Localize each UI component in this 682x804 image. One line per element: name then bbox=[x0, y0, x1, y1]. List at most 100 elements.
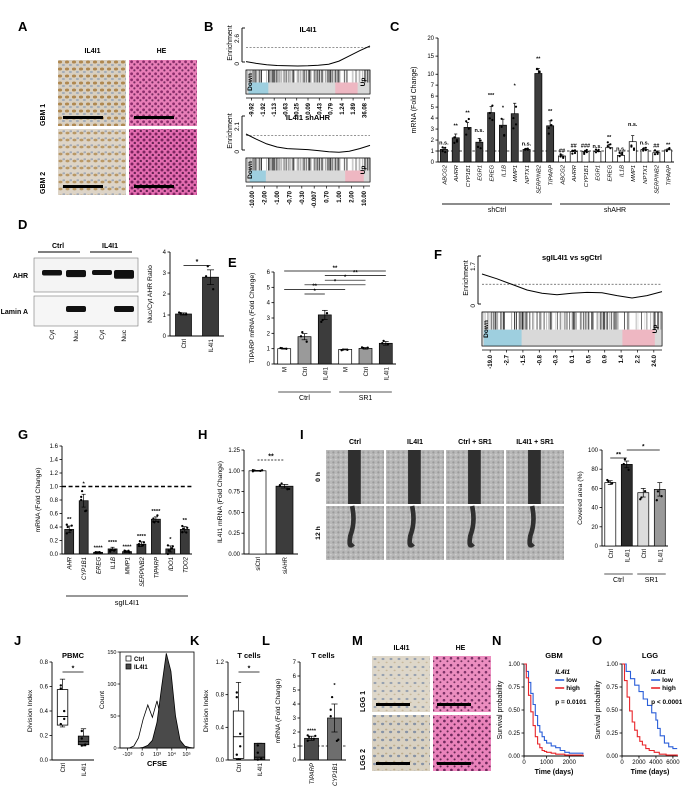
box bbox=[56, 689, 69, 726]
panel-a-label: A bbox=[18, 19, 28, 34]
gsea-tick: -0.3 bbox=[554, 354, 560, 365]
y-tick: 20 bbox=[427, 36, 434, 42]
group-label: shCtrl bbox=[488, 207, 507, 214]
gene-label: TIPARP bbox=[667, 165, 673, 186]
gsea-title: sgIL4I1 vs sgCtrl bbox=[542, 253, 602, 262]
panel-c-chart: 0 1 2 3 4 5 6 7 10 15 20 mRNA (Fold Change) n.s. ABCG… bbox=[398, 26, 678, 216]
data-point bbox=[204, 275, 208, 278]
category-label: M bbox=[344, 367, 350, 372]
gsea-tick: 0.43 bbox=[317, 102, 323, 114]
gsea-tick: 1.24 bbox=[340, 102, 346, 114]
data-point bbox=[609, 143, 612, 146]
y-tick: 0.8 bbox=[216, 693, 225, 699]
y-tick: 0 bbox=[595, 544, 599, 550]
y-tick: 20 bbox=[591, 525, 598, 531]
legend-swatch-ctrl bbox=[125, 655, 132, 662]
gsea-tick: 24.0 bbox=[652, 354, 658, 366]
gsea-tick: 0.79 bbox=[329, 102, 335, 114]
data-point bbox=[340, 349, 343, 352]
data-point bbox=[137, 542, 141, 546]
y-tick: 0.2 bbox=[40, 734, 49, 740]
data-point bbox=[444, 146, 447, 149]
gsea-tick: -1.13 bbox=[272, 102, 278, 116]
panel-k-label: K bbox=[190, 633, 200, 648]
panel-a-images bbox=[58, 60, 198, 196]
data-point bbox=[479, 139, 482, 142]
panel-m-images bbox=[372, 656, 492, 772]
gene-label: CYP1B1 bbox=[466, 165, 472, 187]
data-point bbox=[171, 545, 174, 548]
data-point bbox=[526, 147, 529, 150]
significance-marker: ** bbox=[183, 518, 188, 524]
p-value: p < 0.0001 bbox=[651, 699, 682, 706]
survival-curve-low bbox=[524, 663, 584, 755]
blot-band bbox=[114, 270, 134, 279]
category-label: CYP1B1 bbox=[333, 763, 339, 786]
down-label: Down bbox=[247, 73, 254, 91]
data-point bbox=[260, 757, 263, 761]
gsea-tick: -2.7 bbox=[505, 354, 511, 365]
gsea-tick: 10.00 bbox=[362, 190, 368, 206]
y-tick: 100 bbox=[107, 682, 116, 688]
gsea-tick: 0.70 bbox=[325, 190, 331, 202]
data-point bbox=[665, 149, 668, 152]
significance-marker: n.s. bbox=[640, 140, 650, 146]
significance-marker: n.s. bbox=[593, 144, 603, 150]
significance-marker: ** bbox=[465, 111, 470, 117]
significance-marker: n.s. bbox=[475, 128, 485, 134]
y-tick: 10 bbox=[427, 72, 434, 78]
y-tick: 6 bbox=[431, 94, 435, 100]
data-point bbox=[597, 148, 600, 151]
data-point bbox=[299, 335, 303, 338]
data-point bbox=[653, 153, 657, 156]
gsea-tick: -9.92 bbox=[250, 102, 256, 116]
data-point bbox=[573, 151, 577, 155]
significance-marker: ** bbox=[333, 266, 338, 272]
data-point bbox=[550, 119, 553, 122]
enrichment-axis-label: Enrichment bbox=[227, 25, 234, 60]
data-point bbox=[583, 152, 586, 155]
data-point bbox=[655, 499, 658, 502]
y-tick: 1 bbox=[267, 347, 271, 353]
category-label: siAHR bbox=[283, 556, 289, 574]
data-point bbox=[65, 523, 68, 526]
data-point bbox=[84, 743, 87, 747]
scale-bar bbox=[376, 703, 410, 706]
y-tick: 0.0 bbox=[50, 552, 59, 558]
enrichment-curve bbox=[481, 273, 663, 299]
panel-h-chart: 0.00 0.25 0.50 0.75 1.00 1.25 IL4I1 mRNA (Fold… bbox=[206, 436, 306, 616]
y-axis-label: Division Index bbox=[203, 689, 210, 732]
gene-label: EGR1 bbox=[596, 165, 602, 181]
data-point bbox=[512, 127, 515, 130]
down-region bbox=[248, 82, 269, 94]
data-point bbox=[320, 320, 323, 324]
data-point bbox=[256, 758, 259, 761]
bar bbox=[558, 155, 566, 163]
data-point bbox=[559, 155, 562, 158]
bar bbox=[275, 485, 294, 555]
y-tick: 6 bbox=[293, 674, 297, 680]
y-tick: 0.6 bbox=[40, 685, 49, 691]
category-label: Ctrl bbox=[364, 367, 370, 376]
data-point bbox=[212, 288, 215, 291]
gsea-tick: 1.89 bbox=[351, 102, 357, 114]
y-tick: 4 bbox=[431, 116, 435, 122]
category-label: IDO1 bbox=[169, 557, 175, 571]
category-label: AHR bbox=[68, 556, 74, 570]
x-axis-label: CFSE bbox=[147, 759, 167, 768]
significance-marker: * bbox=[313, 289, 316, 295]
group-label: Ctrl bbox=[613, 577, 624, 584]
x-tick: 10⁵ bbox=[182, 751, 190, 758]
data-point bbox=[63, 709, 66, 713]
y-tick: 1.00 bbox=[606, 662, 618, 668]
y-tick: 1.0 bbox=[50, 485, 59, 491]
y-tick: 0.4 bbox=[40, 709, 49, 715]
data-point bbox=[550, 124, 553, 127]
data-point bbox=[65, 532, 68, 535]
y-tick: 0.25 bbox=[508, 731, 520, 737]
panel-h-label: H bbox=[198, 427, 208, 442]
panel-n-chart: 0.00 0.25 0.50 0.75 1.00 0 1000 2000 Survival pr… bbox=[492, 648, 588, 798]
data-point bbox=[623, 458, 627, 461]
up-label: Up bbox=[652, 325, 659, 334]
y-axis-label: mRNA (Fold Change) bbox=[411, 67, 418, 134]
